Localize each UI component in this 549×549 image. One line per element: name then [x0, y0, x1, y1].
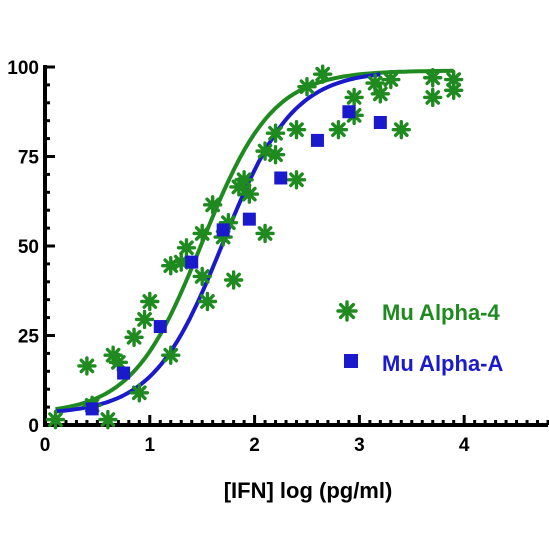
data-point-series-1 [443, 80, 464, 100]
data-point-series-1 [265, 123, 286, 143]
data-point-series-1 [312, 64, 333, 84]
data-point-series-2 [85, 402, 99, 416]
data-point-series-1 [108, 352, 129, 373]
data-point-series-1 [423, 68, 443, 88]
data-point-series-2 [117, 366, 131, 380]
legend-marker-asterisk [336, 300, 358, 322]
legend-label: Mu Alpha-A [382, 351, 503, 376]
data-point-series-1 [192, 223, 212, 244]
y-tick-label: 50 [18, 237, 39, 258]
y-tick-label: 75 [18, 148, 40, 169]
data-point-series-2 [242, 212, 256, 226]
data-point-series-2 [153, 320, 167, 334]
data-point-series-2 [342, 105, 356, 119]
fit-curve-series-1 [55, 68, 454, 412]
data-point-series-1 [192, 266, 212, 287]
data-points [45, 64, 464, 430]
data-point-series-1 [124, 327, 144, 347]
fit-curve-series-2 [55, 72, 381, 414]
data-point-series-1 [161, 345, 181, 365]
data-point-series-2 [185, 255, 199, 269]
data-point-series-2 [274, 171, 288, 185]
data-point-series-1 [391, 119, 411, 140]
data-point-series-1 [171, 252, 191, 272]
data-point-series-1 [45, 409, 66, 430]
data-point-series-1 [255, 223, 275, 244]
data-point-series-2 [310, 133, 324, 147]
x-tick-label: 0 [40, 435, 51, 456]
y-tick-label: 100 [7, 58, 39, 79]
data-point-series-1 [202, 195, 223, 215]
data-point-series-1 [286, 119, 307, 140]
data-point-series-1 [197, 291, 218, 312]
data-point-series-2 [373, 115, 387, 129]
legend-label: Mu Alpha-4 [382, 300, 500, 325]
data-point-series-1 [381, 69, 401, 90]
data-point-series-1 [77, 356, 97, 376]
data-point-series-1 [344, 87, 364, 108]
x-tick-label: 4 [459, 435, 470, 456]
data-point-series-1 [328, 119, 349, 140]
y-tick-label: 0 [28, 416, 39, 437]
legend: Mu Alpha-4 Mu Alpha-A [336, 300, 503, 376]
fit-curves [55, 68, 454, 414]
data-point-series-1 [423, 87, 443, 108]
data-point-series-1 [370, 84, 391, 104]
y-tick-label: 25 [18, 327, 40, 348]
data-point-series-1 [297, 76, 317, 97]
x-tick-label: 2 [249, 435, 260, 456]
data-point-series-1 [129, 383, 150, 403]
data-point-series-1 [98, 409, 118, 430]
data-point-series-1 [140, 291, 160, 312]
data-point-series-1 [134, 309, 155, 330]
data-point-series-1 [176, 238, 197, 258]
legend-marker-square [344, 354, 358, 368]
data-point-series-1 [234, 170, 254, 190]
x-tick-label: 3 [354, 435, 365, 456]
x-axis-label: [IFN] log (pg/ml) [224, 478, 393, 503]
data-point-series-1 [443, 69, 464, 90]
data-point-series-1 [239, 184, 260, 204]
data-point-series-1 [223, 270, 244, 290]
data-point-series-2 [216, 223, 230, 237]
data-point-series-1 [286, 170, 307, 190]
data-point-series-1 [265, 145, 286, 165]
y-axis-ticks: 0 25 50 75 100 [7, 58, 55, 437]
x-tick-label: 1 [145, 435, 156, 456]
